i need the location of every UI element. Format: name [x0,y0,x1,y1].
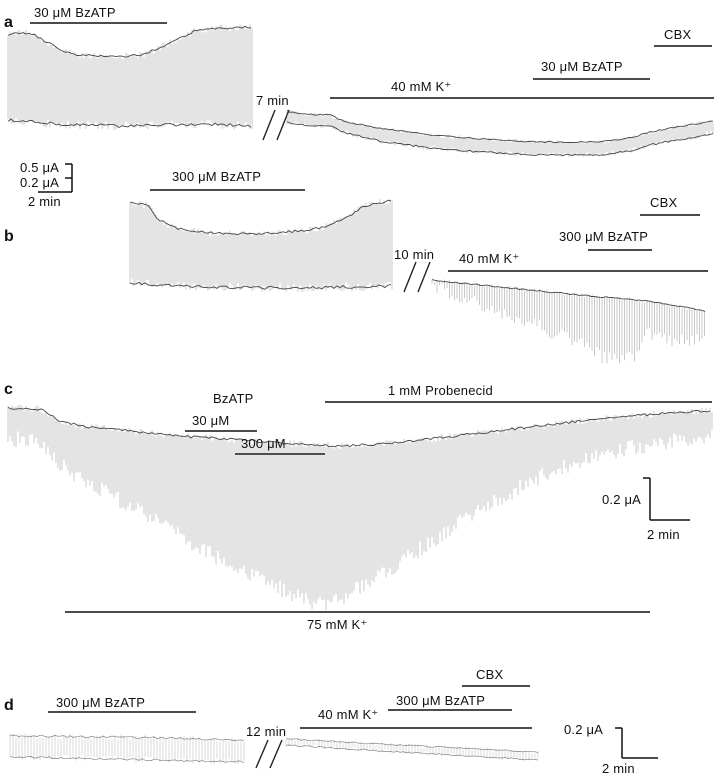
panel-b-cbx-label: CBX [650,195,678,210]
scale-d-current-label: 0.2 μA [564,722,604,737]
panel-b-break-marks [403,261,431,293]
panel-d-break-marks [255,739,283,769]
scale-a-current2-label: 0.2 μA [20,175,60,190]
panel-d-trace-left [9,733,245,765]
panel-a-bzatp-right-label: 30 μM BzATP [541,59,623,74]
panel-a-k-label: 40 mM K⁺ [391,79,452,94]
panel-b-bzatp-left-label: 300 μM BzATP [172,169,262,184]
panel-c-scalebar [643,477,690,521]
panel-a-bzatp-left-label: 30 μM BzATP [34,5,116,20]
panel-d-scalebar [615,727,658,759]
panel-b-label: b [4,228,14,245]
panel-a-scalebar [38,163,73,193]
panel-d-cbx-label: CBX [476,667,504,682]
panel-b-k-label: 40 mM K⁺ [459,251,520,266]
scale-c-current-label: 0.2 μA [602,492,642,507]
panel-c-probenecid-label: 1 mM Probenecid [388,383,493,398]
panel-d-gap-label: 12 min [246,724,287,739]
panel-d-k-label: 40 mM K⁺ [318,707,379,722]
panel-a-gap-label: 7 min [256,93,289,108]
panel-a-trace-left [7,24,253,130]
scale-a-time-label: 2 min [28,194,61,209]
panel-b-bzatp-right-label: 300 μM BzATP [559,229,649,244]
panel-c-bzatp-label: BzATP [213,391,254,406]
panel-c-dose30-label: 30 μM [192,413,230,428]
panel-b-gap-label: 10 min [394,247,435,262]
panel-d-label: d [4,697,14,714]
scale-c-time-label: 2 min [647,527,680,542]
scale-a-current1-label: 0.5 μA [20,160,60,175]
panel-d-trace-right [285,738,539,761]
panel-a-label: a [4,14,13,31]
panel-c-label: c [4,381,13,398]
panel-a-trace-right [286,110,714,158]
panel-b-trace-right [431,279,706,364]
scale-d-time-label: 2 min [602,761,635,776]
panel-b-trace-left [129,199,393,293]
panel-a-cbx-label: CBX [664,27,692,42]
panel-a-break-marks [262,109,290,141]
panel-d-bzatp-left-label: 300 μM BzATP [56,695,146,710]
panel-c-dose300-label: 300 μM [241,436,286,451]
panel-c-trace [7,404,713,610]
panel-c-k-label: 75 mM K⁺ [307,617,368,632]
panel-d-bzatp-right-label: 300 μM BzATP [396,693,486,708]
